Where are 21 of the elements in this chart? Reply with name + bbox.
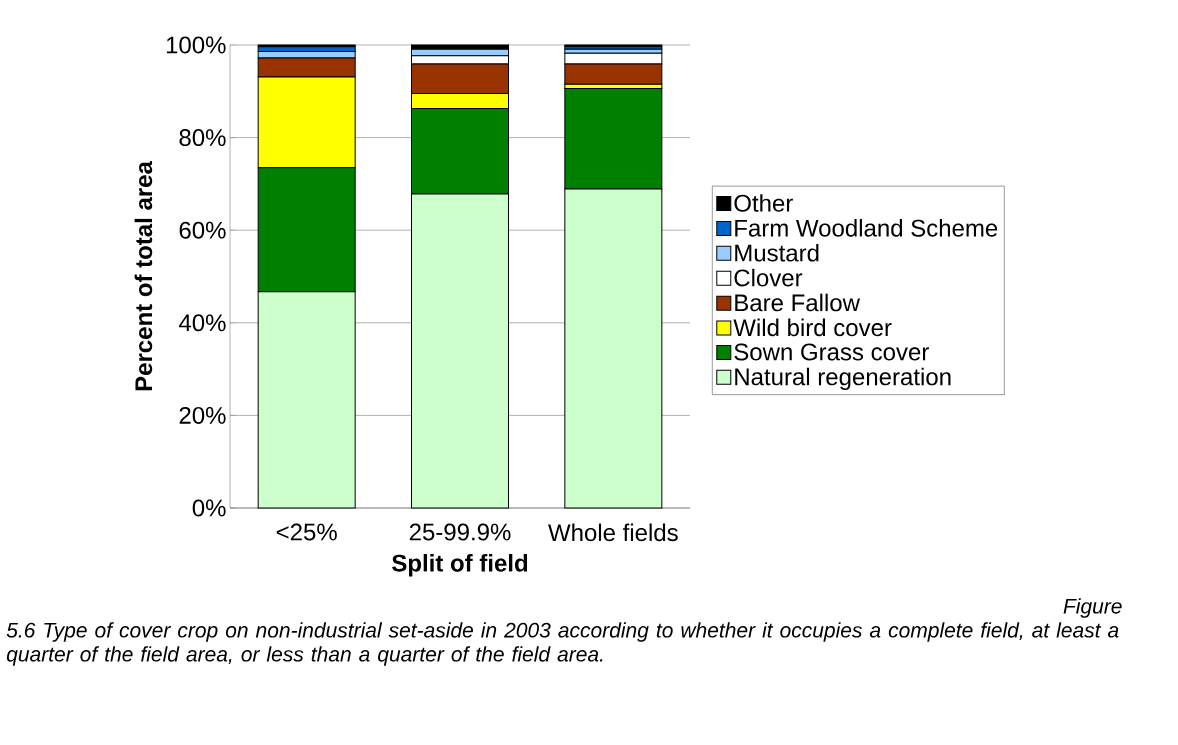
y-axis-title: Percent of total area	[134, 161, 153, 391]
legend-label: Farm Woodland Scheme	[735, 219, 998, 237]
x-tick-label: Whole fields	[548, 523, 678, 542]
y-tick-label: 40%	[178, 314, 226, 332]
legend-label: Natural regeneration	[735, 367, 951, 391]
legend-label: Wild bird cover	[733, 318, 892, 337]
y-tick-label: 20%	[179, 406, 226, 424]
legend-label: Sown Grass cover	[734, 343, 929, 361]
y-tick-label: 0%	[192, 499, 226, 517]
text: Figure	[1063, 598, 1122, 618]
legend-label: Mustard	[735, 243, 819, 262]
x-tick-label: 25-99.9%	[409, 523, 511, 541]
y-tick-label: 100%	[166, 36, 226, 54]
text: 5.6 Type of cover crop on non-industrial set-aside in 2003 according to whether it occupies a complete field, at least a quarter of the field area, or less than a quarter of the field area.	[6, 622, 1119, 666]
legend-label: Bare Fallow	[735, 293, 861, 312]
y-tick-label: 60%	[179, 221, 226, 239]
y-tick-label: 80%	[179, 129, 226, 147]
x-axis-title: Split of field	[392, 554, 528, 577]
legend-label: Clover	[734, 268, 803, 287]
legend-label: Other	[734, 194, 793, 212]
x-tick-label: <25%	[276, 523, 337, 541]
